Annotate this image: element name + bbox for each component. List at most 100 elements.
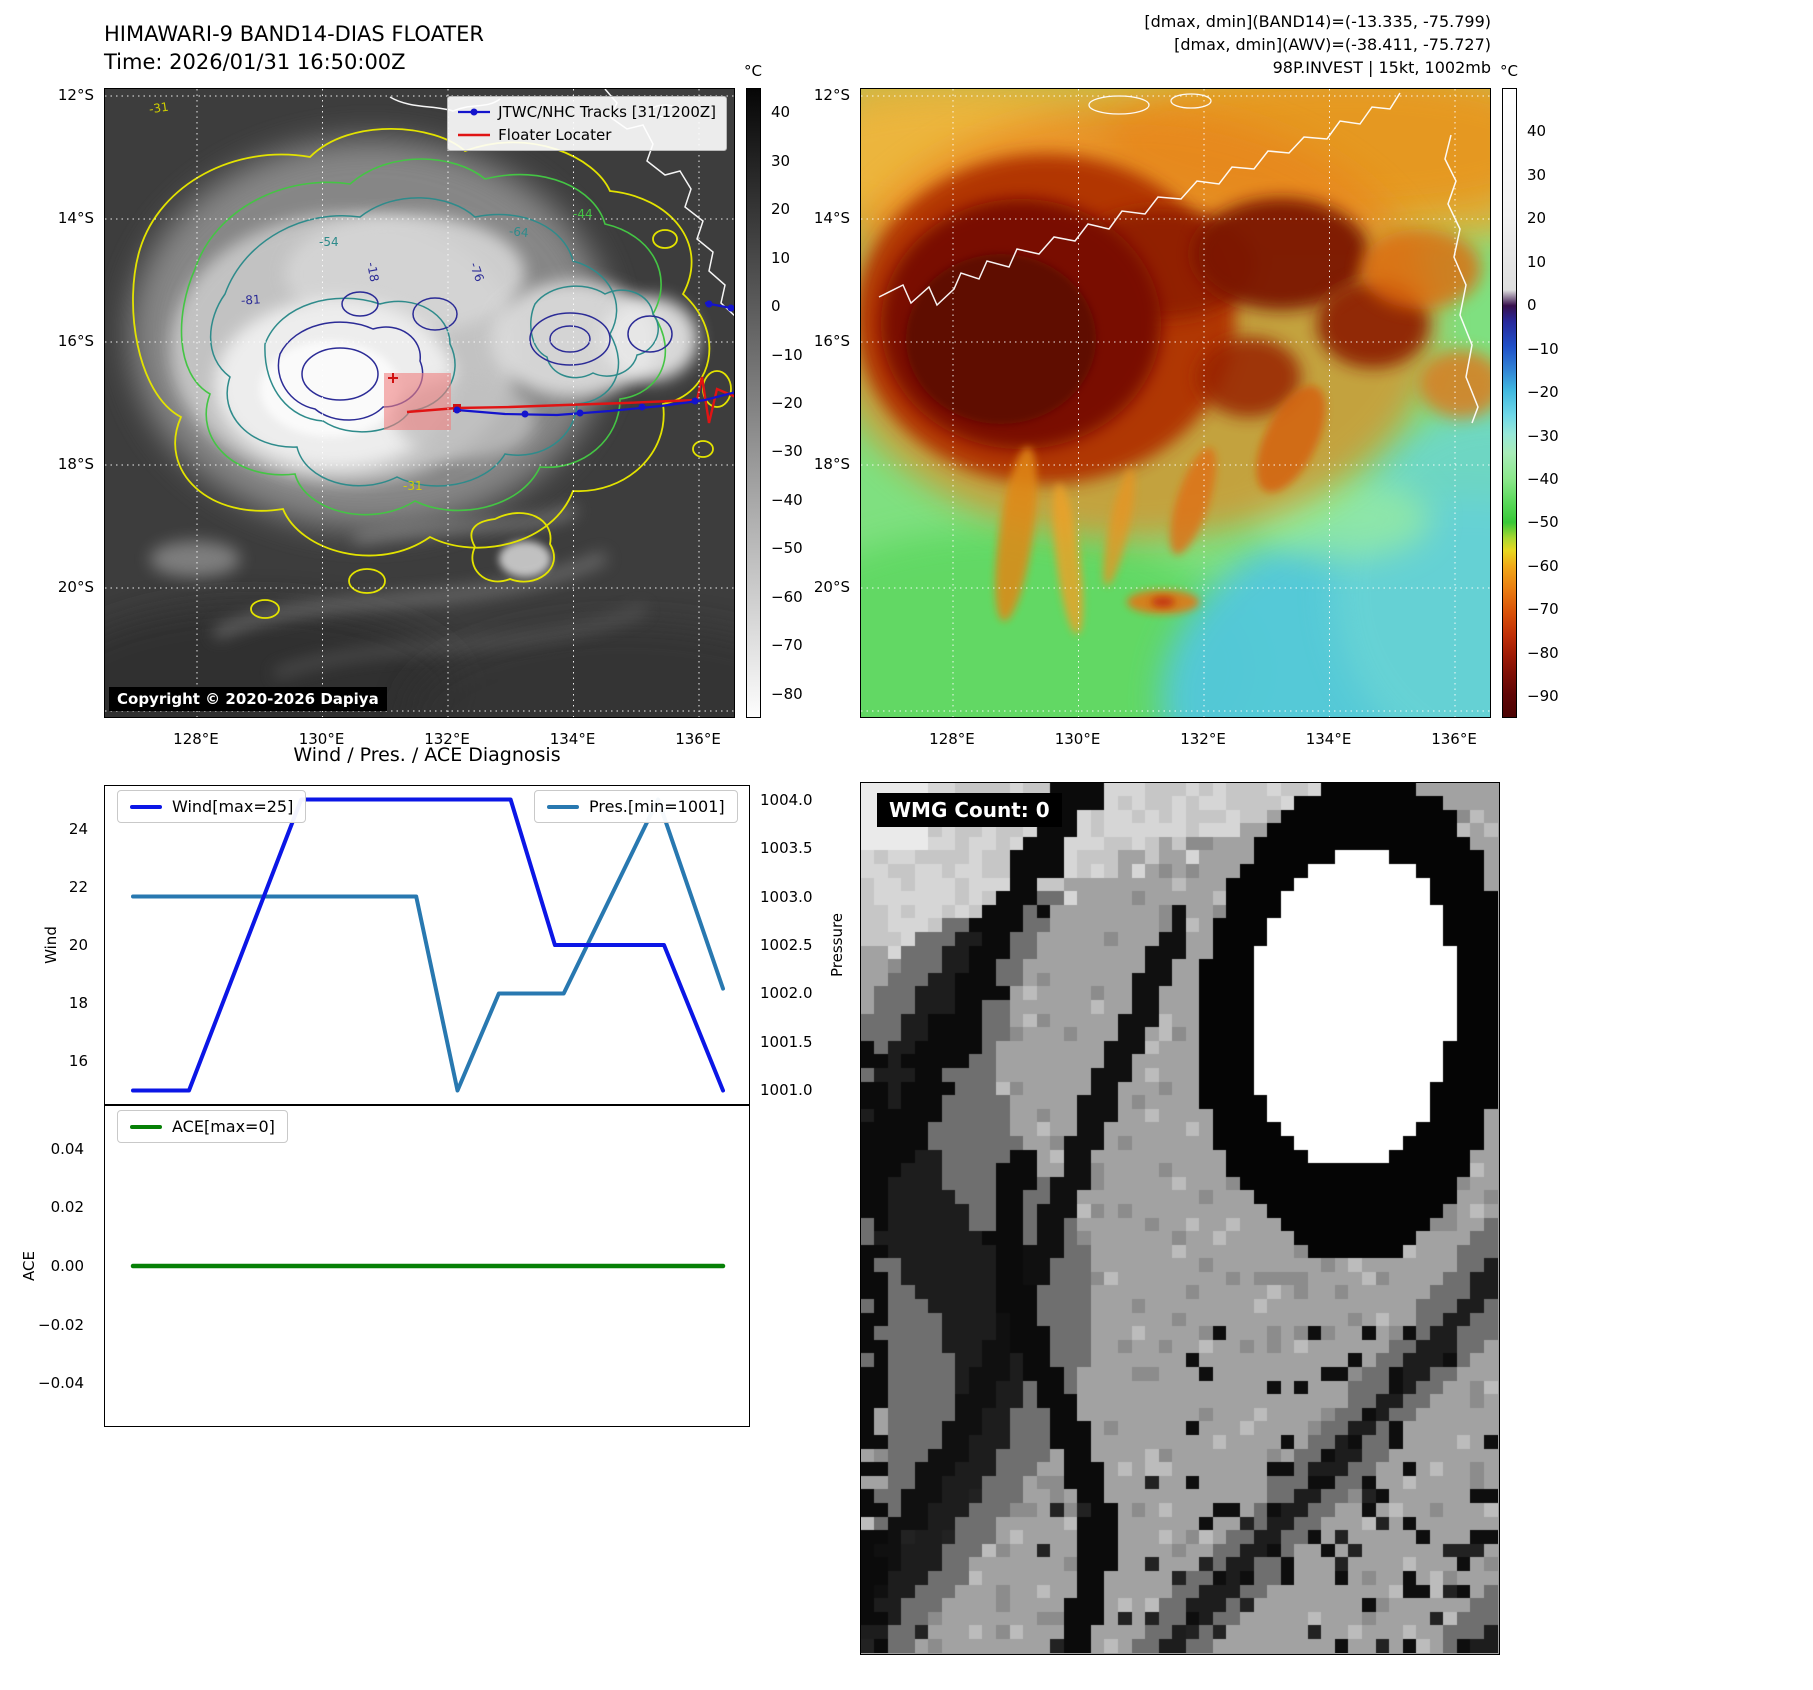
pressure-y-axis: 1004.0 1003.5 1003.0 1002.5 1002.0 1001.5 1001… [752, 785, 816, 1105]
band14-title-block: HIMAWARI-9 BAND14-DIAS FLOATER Time: 202… [104, 20, 484, 77]
lon-tick-label: 130°E [1054, 730, 1101, 748]
track-line-sample [458, 108, 491, 116]
band14-colorbar-unit: °C [744, 62, 762, 80]
lat-tick-label: 18°S [813, 454, 850, 473]
band14-map-legend: JTWC/NHC Tracks [31/1200Z] Floater Locat… [447, 96, 727, 151]
colorbar-tick-label: −10 [771, 345, 803, 364]
colorbar-tick-label: 40 [771, 103, 791, 122]
colorbar-tick-label: −50 [771, 539, 803, 558]
lat-tick-label: 20°S [57, 578, 94, 597]
ace-panel [104, 1105, 750, 1427]
pressure-tick-label: 1003.0 [760, 887, 813, 906]
pressure-tick-label: 1001.0 [760, 1081, 813, 1100]
colorbar-tick-label: −20 [771, 394, 803, 412]
ace-legend: ACE[max=0] [117, 1110, 288, 1143]
chart-title: Wind / Pres. / ACE Diagnosis [293, 744, 561, 766]
colorbar-tick-label: −60 [771, 587, 803, 606]
lat-tick-label: 14°S [57, 208, 94, 227]
grid-lines [105, 89, 734, 717]
awv-header-band14-range: [dmax, dmin](BAND14)=(-13.335, -75.799) [1144, 12, 1491, 31]
awv-lat-axis: 12°S 14°S 16°S 18°S 20°S [796, 85, 856, 718]
legend-floater-label: Floater Locater [498, 126, 612, 144]
band14-colorbar-ticks: 40 30 20 10 0 −10 −20 −30 −40 −50 −60 −70 −80 [765, 88, 821, 718]
ace-y-axis: 0.04 0.02 0.00 −0.02 −0.04 [36, 1105, 92, 1427]
colorbar-tick-label: 20 [771, 200, 791, 219]
band14-colorbar [746, 88, 761, 718]
lat-tick-label: 16°S [813, 332, 850, 350]
wmg-count-label: WMG Count: 0 [877, 793, 1062, 827]
awv-colorbar-ticks: 40 30 20 10 0 −10 −20 −30 −40 −50 −60 −70 −80 −90 [1521, 88, 1577, 718]
contour-yellow [132, 127, 732, 619]
colorbar-tick-label: −40 [1527, 470, 1559, 489]
wind-legend-label: Wind[max=25] [172, 797, 294, 816]
wind-y-axis: 24 22 20 18 16 [44, 785, 96, 1105]
lon-tick-label: 134°E [549, 730, 596, 748]
wind-tick-label: 20 [68, 936, 88, 954]
grid-lines [861, 89, 1490, 717]
wind-tick-label: 16 [68, 1052, 88, 1071]
awv-header-awv-range: [dmax, dmin](AWV)=(-38.411, -75.727) [1174, 35, 1491, 55]
legend-tracks-label: JTWC/NHC Tracks [31/1200Z] [498, 103, 716, 121]
pressure-tick-label: 1002.5 [760, 936, 813, 954]
colorbar-tick-label: 40 [1527, 122, 1547, 141]
pressure-tick-label: 1001.5 [760, 1032, 813, 1051]
lat-tick-label: 14°S [813, 208, 850, 227]
wind-legend: Wind[max=25] [117, 790, 307, 823]
lon-tick-label: 136°E [1431, 730, 1477, 748]
colorbar-tick-label: −70 [1527, 600, 1559, 619]
awv-header-invest: 98P.INVEST | 15kt, 1002mb [1272, 58, 1491, 78]
pressure-tick-label: 1002.0 [760, 984, 813, 1003]
wmg-pixel-image [861, 783, 1498, 1653]
ace-tick-label: −0.04 [38, 1374, 84, 1393]
colorbar-tick-label: 10 [771, 248, 791, 267]
legend-row-tracks: JTWC/NHC Tracks [31/1200Z] [458, 103, 716, 121]
colorbar-tick-label: −80 [1527, 643, 1559, 662]
band14-title: HIMAWARI-9 BAND14-DIAS FLOATER [104, 22, 484, 46]
coastline [878, 92, 1479, 424]
floater-line-sample [458, 133, 491, 137]
lat-tick-label: 18°S [57, 454, 94, 473]
lon-tick-label: 128°E [173, 730, 219, 748]
awv-filaments [995, 385, 1326, 635]
lat-tick-label: 12°S [813, 85, 850, 104]
lon-tick-label: 132°E [1180, 730, 1226, 748]
lat-tick-label: 20°S [813, 578, 850, 597]
awv-header-block: [dmax, dmin](BAND14)=(-13.335, -75.799) … [900, 10, 1491, 80]
copyright-label: Copyright © 2020-2026 Dapiya [109, 687, 387, 711]
awv-satellite-image [861, 89, 1490, 717]
ace-tick-label: 0.04 [50, 1139, 84, 1158]
wind-pressure-panel [104, 785, 750, 1105]
lon-tick-label: 132°E [424, 730, 470, 748]
wind-line-sample [130, 804, 162, 809]
colorbar-tick-label: −60 [1527, 556, 1559, 575]
lat-tick-label: 12°S [57, 85, 94, 104]
wind-tick-label: 22 [68, 877, 88, 896]
pressure-tick-label: 1003.5 [760, 839, 813, 858]
pressure-axis-label: Pressure [828, 912, 846, 978]
ace-tick-label: 0.02 [50, 1198, 84, 1217]
lon-tick-label: 136°E [675, 730, 721, 748]
pressure-legend-label: Pres.[min=1001] [589, 797, 725, 816]
lon-tick-label: 134°E [1305, 730, 1352, 748]
colorbar-tick-label: 0 [1527, 296, 1537, 315]
awv-map [860, 88, 1491, 718]
lon-tick-label: 128°E [929, 730, 975, 748]
jtwc-track [453, 300, 734, 418]
legend-row-floater: Floater Locater [458, 126, 716, 144]
wind-axis-label: Wind [42, 926, 60, 964]
colorbar-tick-label: −10 [1527, 339, 1559, 358]
colorbar-tick-label: 30 [771, 151, 791, 170]
ace-tick-label: 0.00 [50, 1257, 84, 1275]
lon-tick-label: 130°E [298, 730, 345, 748]
awv-lon-axis: 128°E 130°E 132°E 134°E 136°E [860, 724, 1491, 752]
wind-tick-label: 18 [68, 994, 88, 1013]
wmg-panel: WMG Count: 0 [860, 782, 1500, 1655]
pressure-tick-label: 1004.0 [760, 790, 813, 809]
colorbar-tick-label: 30 [1527, 165, 1547, 184]
ace-legend-label: ACE[max=0] [172, 1117, 275, 1136]
awv-colorbar-unit: °C [1500, 62, 1518, 80]
band14-lon-axis: 128°E 130°E 132°E 134°E 136°E [104, 724, 735, 752]
band14-timestamp: Time: 2026/01/31 16:50:00Z [104, 50, 406, 75]
colorbar-tick-label: 20 [1527, 209, 1547, 228]
colorbar-tick-label: −20 [1527, 383, 1559, 402]
